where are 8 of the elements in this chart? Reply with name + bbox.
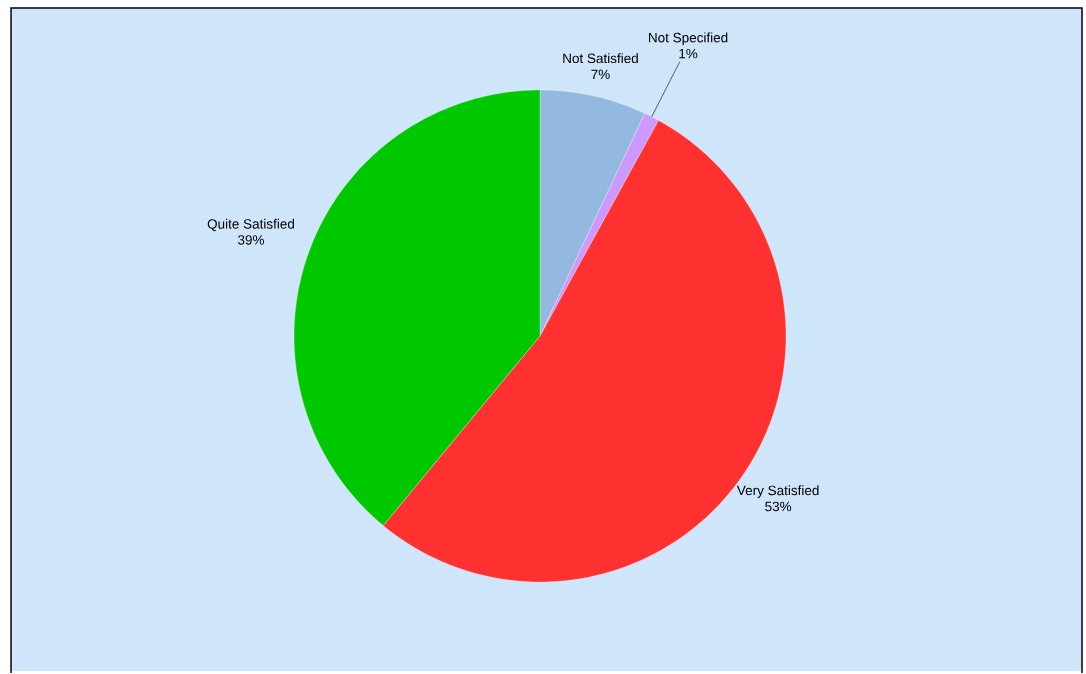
slice-label: Not Specified [649, 32, 728, 46]
data-label: 7% [591, 69, 610, 80]
slice-label: Very Satisfied [736, 485, 819, 499]
data-label: 39% [237, 235, 265, 245]
data-label: 1% [679, 49, 698, 59]
slice-label: Not Satisfied [563, 53, 638, 64]
slice-label: Quite Satisfied [207, 218, 294, 232]
data-label: 53% [765, 501, 792, 512]
